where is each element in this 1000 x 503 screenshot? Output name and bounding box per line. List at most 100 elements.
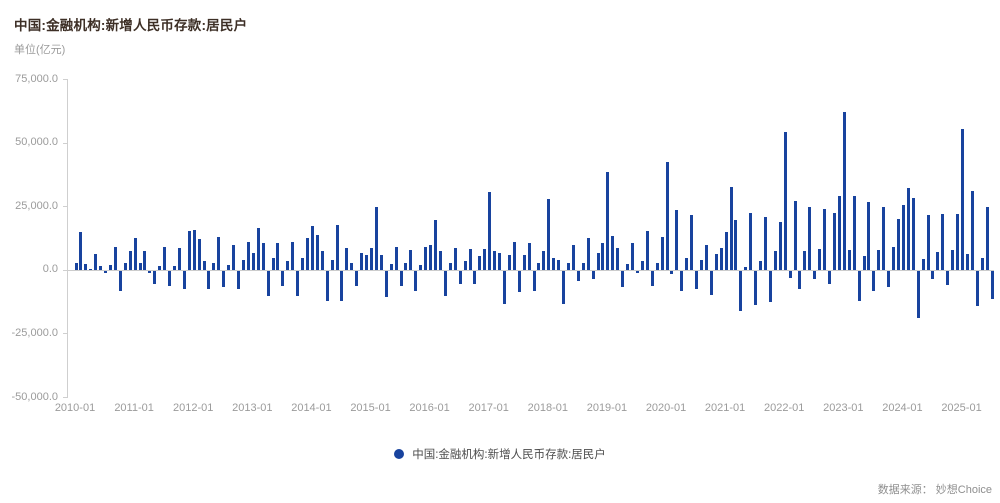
bar[interactable] [374, 206, 378, 270]
bar[interactable] [709, 270, 713, 296]
bar[interactable] [621, 270, 625, 287]
bar[interactable] [828, 270, 832, 284]
bar[interactable] [906, 188, 910, 270]
bar[interactable] [631, 243, 635, 270]
bar[interactable] [483, 249, 487, 270]
bar[interactable] [680, 270, 684, 292]
bar[interactable] [355, 270, 359, 286]
bar[interactable] [695, 270, 699, 290]
bar[interactable] [478, 255, 482, 270]
bar[interactable] [773, 251, 777, 270]
bar[interactable] [133, 238, 137, 270]
bar[interactable] [665, 162, 669, 270]
bar[interactable] [527, 243, 531, 270]
legend[interactable]: 中国:金融机构:新增人民币存款:居民户 [0, 444, 1000, 464]
bar[interactable] [606, 172, 610, 270]
bar[interactable] [286, 261, 290, 270]
bar[interactable] [301, 258, 305, 270]
bar[interactable] [266, 270, 270, 296]
bar[interactable] [567, 263, 570, 270]
bar[interactable] [616, 247, 620, 270]
bar[interactable] [241, 259, 245, 270]
bar[interactable] [448, 263, 452, 270]
bar[interactable] [931, 270, 935, 280]
bar[interactable] [271, 258, 275, 270]
bar[interactable] [379, 254, 383, 270]
bar[interactable] [832, 212, 836, 270]
bar[interactable] [419, 264, 423, 270]
bar[interactable] [793, 201, 797, 270]
bar[interactable] [749, 213, 753, 270]
bar[interactable] [685, 257, 689, 270]
bar[interactable] [714, 253, 718, 270]
bar[interactable] [798, 270, 802, 289]
bar[interactable] [759, 261, 763, 270]
bar[interactable] [724, 232, 728, 270]
bar[interactable] [182, 270, 186, 290]
bar[interactable] [522, 254, 526, 270]
bar[interactable] [640, 260, 644, 270]
bar[interactable] [168, 270, 172, 286]
bar[interactable] [818, 248, 822, 270]
bar[interactable] [187, 230, 191, 270]
bar[interactable] [414, 270, 418, 291]
bar[interactable] [79, 231, 83, 270]
bar[interactable] [867, 201, 871, 270]
bar[interactable] [675, 210, 679, 270]
bar[interactable] [670, 270, 674, 274]
bar[interactable] [882, 207, 886, 270]
bar[interactable] [276, 243, 280, 270]
bar[interactable] [173, 265, 176, 270]
bar[interactable] [197, 238, 201, 270]
bar[interactable] [892, 246, 896, 270]
bar[interactable] [335, 225, 339, 270]
bar[interactable] [468, 249, 472, 270]
bar[interactable] [857, 270, 861, 302]
bar[interactable] [399, 270, 403, 286]
bar[interactable] [532, 270, 536, 292]
bar[interactable] [438, 251, 442, 270]
bar[interactable] [611, 236, 615, 270]
bar[interactable] [862, 256, 866, 270]
bar[interactable] [704, 245, 708, 270]
bar[interactable] [744, 267, 748, 270]
bar[interactable] [586, 238, 590, 270]
bar[interactable] [384, 270, 388, 298]
bar[interactable] [291, 241, 295, 270]
bar[interactable] [232, 244, 236, 270]
bar[interactable] [941, 213, 945, 270]
bar[interactable] [153, 270, 157, 285]
bar[interactable] [946, 270, 950, 286]
bar[interactable] [537, 262, 541, 270]
bar[interactable] [837, 196, 841, 270]
bar[interactable] [842, 112, 846, 270]
bar[interactable] [108, 264, 112, 270]
bar[interactable] [916, 270, 920, 318]
bar[interactable] [562, 270, 566, 305]
bar[interactable] [965, 254, 969, 270]
bar[interactable] [296, 270, 300, 296]
bar[interactable] [360, 253, 364, 270]
bar[interactable] [138, 263, 142, 270]
bar[interactable] [808, 206, 812, 270]
bar[interactable] [123, 263, 127, 270]
bar[interactable] [261, 243, 265, 270]
bar[interactable] [660, 236, 664, 270]
bar[interactable] [251, 253, 255, 270]
bar[interactable] [783, 132, 787, 270]
bar[interactable] [655, 263, 659, 270]
bar[interactable] [507, 254, 511, 270]
bar[interactable] [74, 263, 78, 270]
bar[interactable] [512, 241, 516, 270]
bar[interactable] [635, 270, 639, 274]
bar[interactable] [113, 246, 117, 270]
bar[interactable] [429, 244, 433, 270]
bar[interactable] [699, 259, 703, 270]
bar[interactable] [256, 227, 260, 270]
bar[interactable] [202, 261, 206, 270]
bar[interactable] [729, 186, 733, 270]
bar[interactable] [970, 191, 974, 270]
bar[interactable] [281, 270, 285, 286]
bar[interactable] [310, 226, 314, 270]
bar[interactable] [734, 220, 738, 270]
